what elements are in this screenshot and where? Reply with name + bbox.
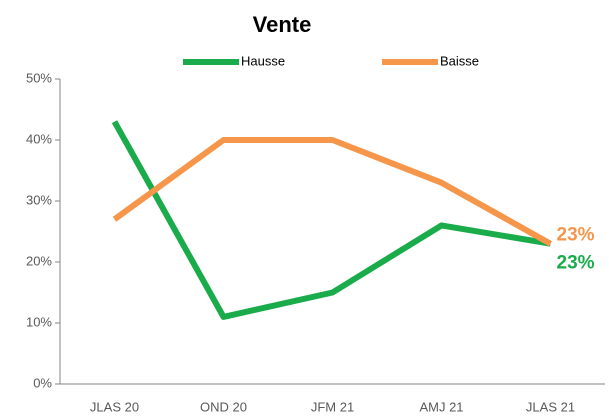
y-tick-label: 40%	[26, 131, 52, 146]
x-tick-label: JLAS 21	[526, 399, 575, 414]
x-tick-label: OND 20	[200, 399, 247, 414]
series-line	[112, 137, 552, 247]
x-tick-label: JFM 21	[311, 399, 354, 414]
series-line	[111, 120, 551, 320]
legend-label: Hausse	[241, 53, 285, 68]
legend-label: Baisse	[440, 53, 479, 68]
y-tick-label: 0%	[33, 375, 52, 390]
x-tick-label: AMJ 21	[419, 399, 463, 414]
y-tick-label: 30%	[26, 192, 52, 207]
y-tick-label: 20%	[26, 253, 52, 268]
data-label: 23%	[557, 225, 595, 246]
x-tick-label: JLAS 20	[90, 399, 139, 414]
y-tick-label: 50%	[26, 70, 52, 85]
data-label: 23%	[557, 253, 595, 274]
y-tick-label: 10%	[26, 314, 52, 329]
chart-title: Vente	[253, 12, 312, 37]
